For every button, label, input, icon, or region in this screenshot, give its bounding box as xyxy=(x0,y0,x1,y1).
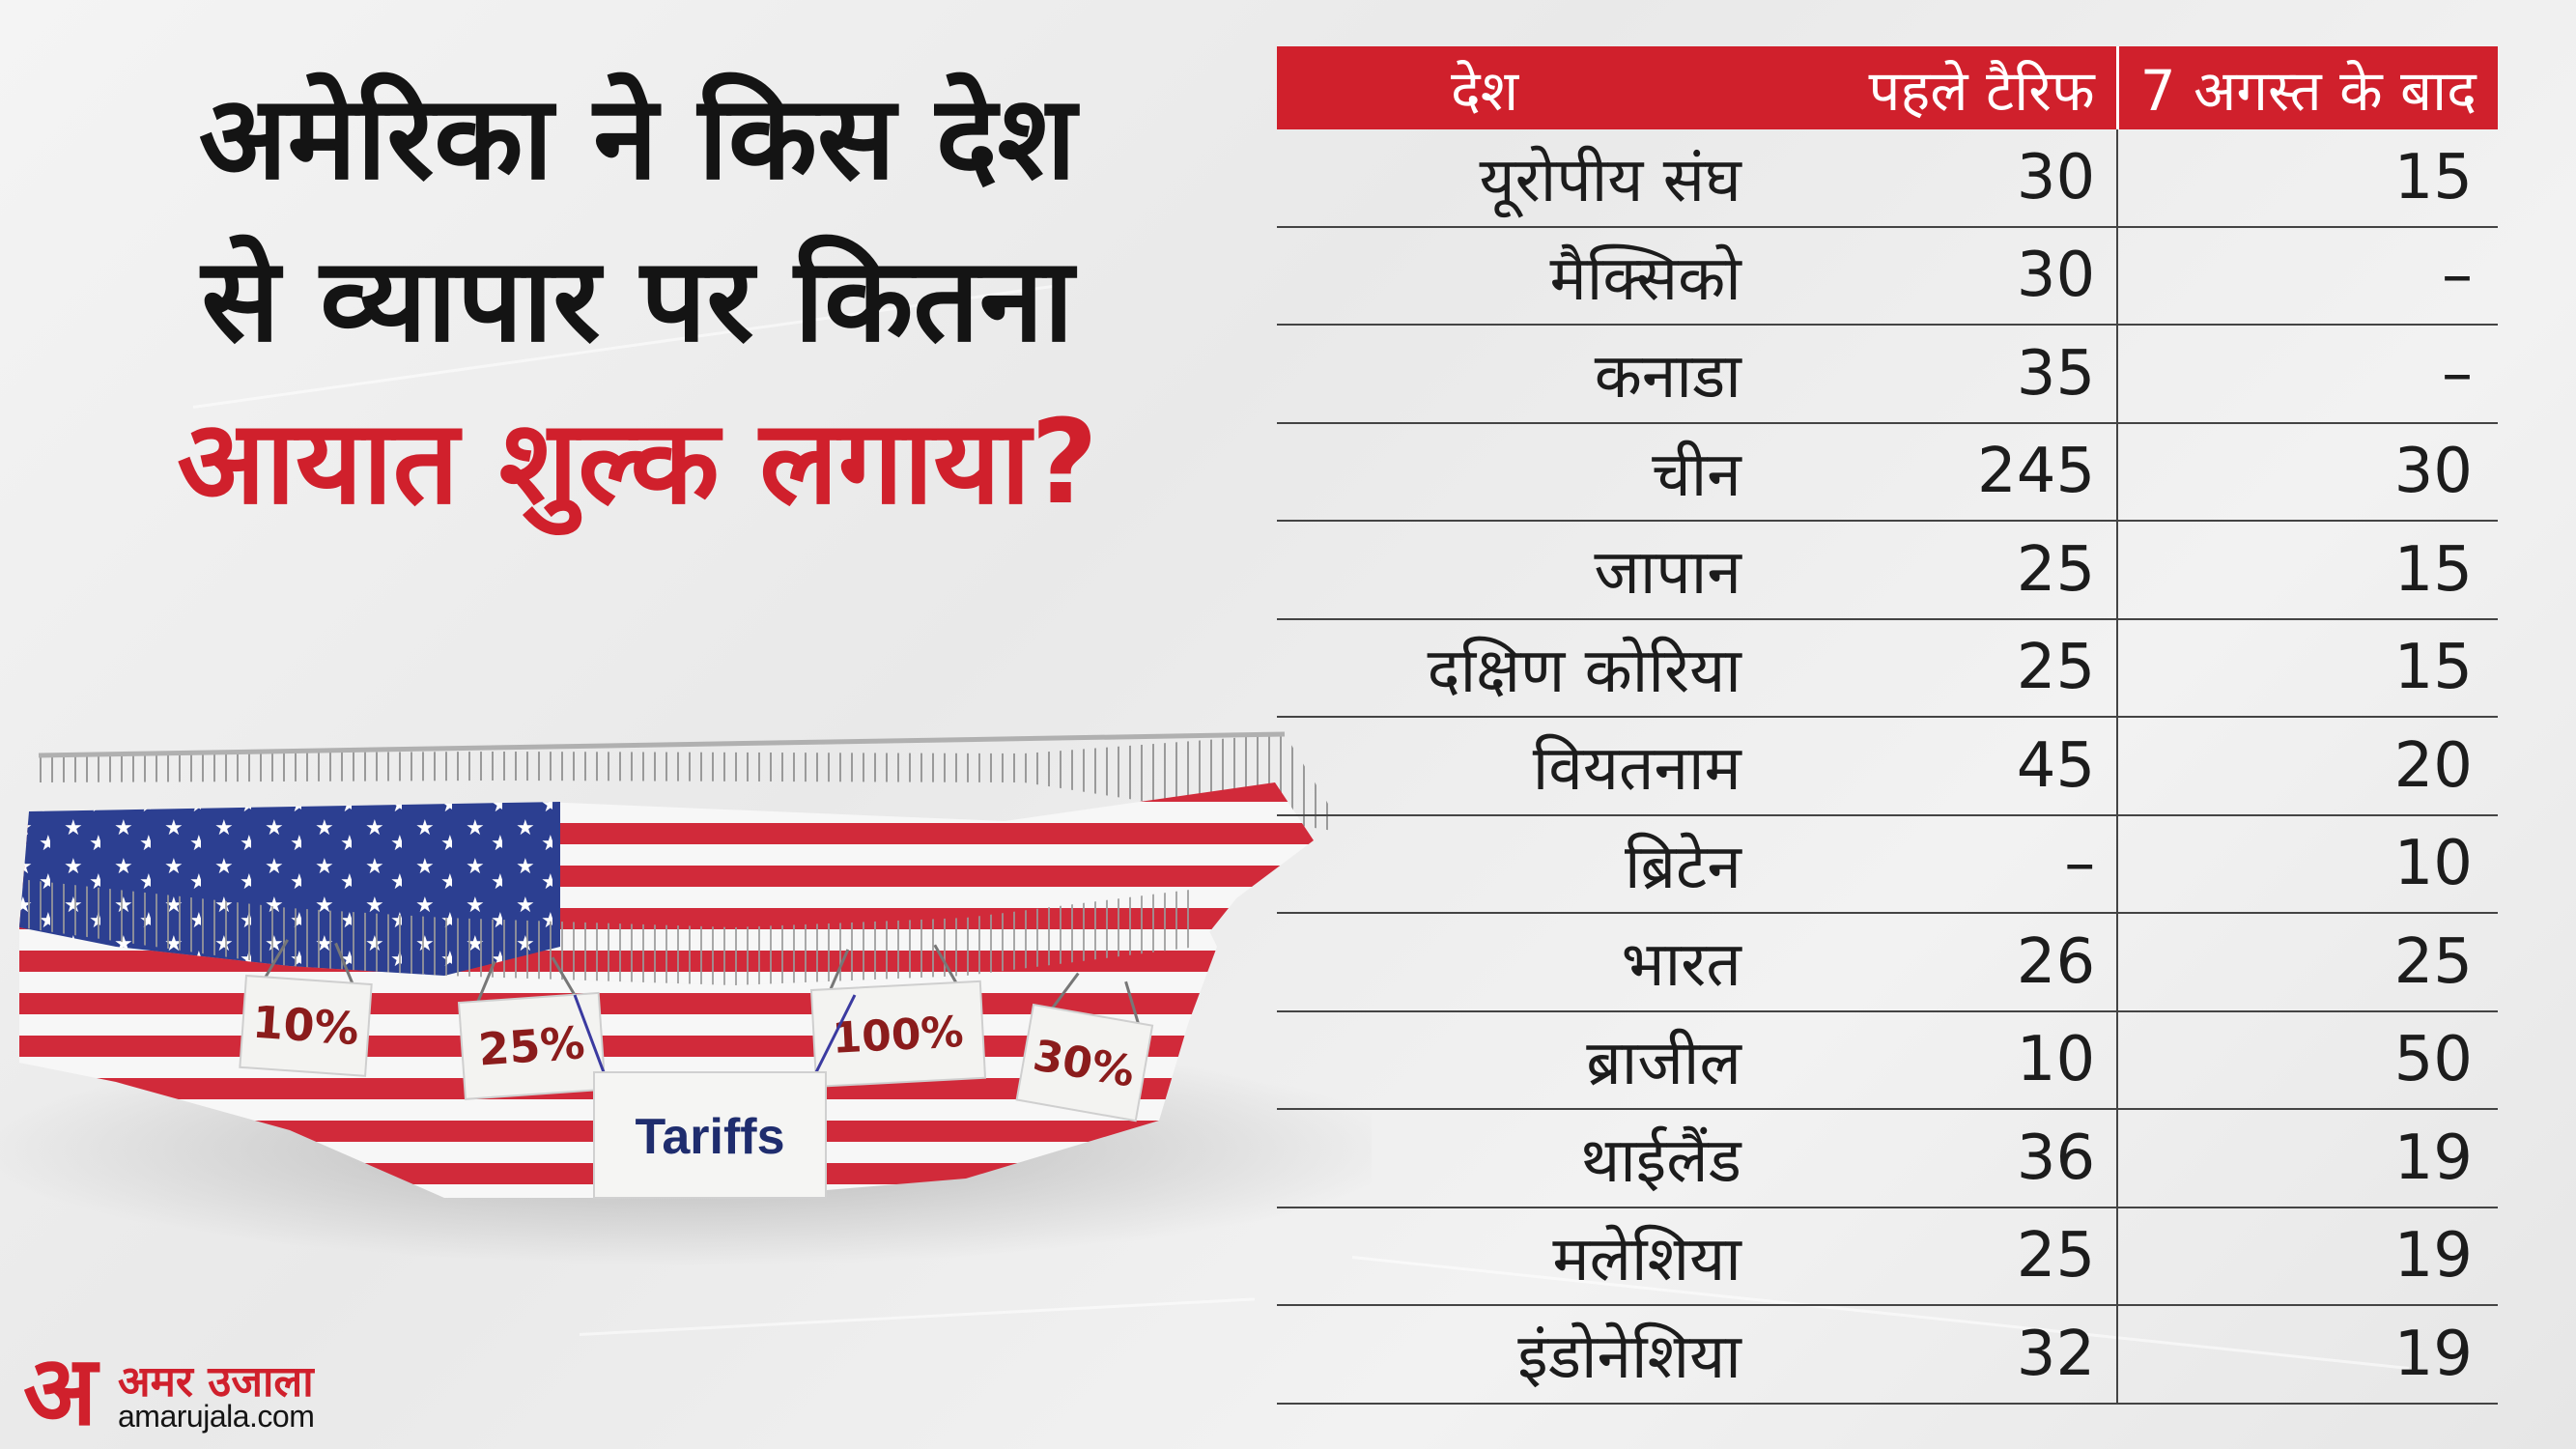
cell-country: वियतनाम xyxy=(1277,717,1763,816)
cell-country: मलेशिया xyxy=(1277,1207,1763,1306)
cell-country: ब्रिटेन xyxy=(1277,814,1763,914)
cell-before-tariff: 25 xyxy=(1762,1207,2119,1306)
sign-label-10: 10% xyxy=(251,996,361,1056)
cell-before-tariff: 26 xyxy=(1762,913,2119,1012)
sign-30: 30% xyxy=(1015,972,1154,1122)
cell-before-tariff: 45 xyxy=(1762,717,2119,816)
cell-after-tariff: 19 xyxy=(2117,1109,2498,1208)
cell-after-tariff: – xyxy=(2117,226,2498,326)
table-row: भारत 26 25 xyxy=(1277,913,2498,1012)
table-body: यूरोपीय संघ 30 15 मैक्सिको 30– कनाडा 35– चीन 245… xyxy=(1277,129,2498,1405)
brand-logo[interactable]: अ अमर उजाला amarujala.com xyxy=(23,1343,410,1439)
cell-country: थाईलैंड xyxy=(1277,1109,1763,1208)
table-row: यूरोपीय संघ 30 15 xyxy=(1277,129,2498,228)
paper-crease xyxy=(579,1297,1256,1336)
tariffs-sign: Tariffs xyxy=(573,994,857,1199)
cell-after-tariff: 15 xyxy=(2117,129,2498,228)
sign-10: 10% xyxy=(239,939,373,1077)
cell-country: दक्षिण कोरिया xyxy=(1277,618,1763,718)
cell-country: ब्राजील xyxy=(1277,1010,1763,1110)
headline: अमेरिका ने किस देश से व्यापार पर कितना आ… xyxy=(39,58,1236,545)
brand-name: अमर उजाला xyxy=(118,1357,314,1406)
table-row: मैक्सिको 30– xyxy=(1277,226,2498,326)
cell-before-tariff: – xyxy=(1762,814,2119,914)
cell-after-tariff: 25 xyxy=(2117,913,2498,1012)
cell-country: यूरोपीय संघ xyxy=(1277,129,1763,228)
front-fence xyxy=(19,879,1198,985)
sign-100: 100% xyxy=(809,944,987,1088)
cell-after-tariff: 19 xyxy=(2117,1207,2498,1306)
cell-after-tariff: 19 xyxy=(2117,1305,2498,1405)
table-row: कनाडा 35– xyxy=(1277,325,2498,424)
cell-before-tariff: 35 xyxy=(1762,325,2119,424)
cell-before-tariff: 30 xyxy=(1762,226,2119,326)
headline-line-1: अमेरिका ने किस देश xyxy=(198,71,1077,206)
table-row: थाईलैंड 36 19 xyxy=(1277,1109,2498,1208)
cell-before-tariff: 10 xyxy=(1762,1010,2119,1110)
cell-country: कनाडा xyxy=(1277,325,1763,424)
cell-before-tariff: 25 xyxy=(1762,618,2119,718)
cell-after-tariff: 15 xyxy=(2117,618,2498,718)
table-row: चीन 245 30 xyxy=(1277,422,2498,522)
sign-label-25: 25% xyxy=(477,1016,587,1076)
table-row: ब्रिटेन –10 xyxy=(1277,814,2498,914)
table-row: मलेशिया 25 19 xyxy=(1277,1207,2498,1306)
map-side xyxy=(19,889,1217,1198)
usa-tariff-illustration: ★ ★ 10% 25% 100% xyxy=(0,731,1372,1265)
cell-country: मैक्सिको xyxy=(1277,226,1763,326)
cell-after-tariff: 15 xyxy=(2117,521,2498,620)
header-after-aug7: 7 अगस्त के बाद xyxy=(2117,46,2498,129)
table-row: ब्राजील 10 50 xyxy=(1277,1010,2498,1110)
table-row: दक्षिण कोरिया 25 15 xyxy=(1277,618,2498,718)
back-fence xyxy=(39,734,1333,831)
header-country: देश xyxy=(1277,46,1763,129)
cell-after-tariff: 10 xyxy=(2117,814,2498,914)
cell-after-tariff: – xyxy=(2117,325,2498,424)
brand-mark: अ xyxy=(23,1334,98,1447)
cell-before-tariff: 245 xyxy=(1762,422,2119,522)
headline-line-3: आयात शुल्क लगाया? xyxy=(177,396,1098,530)
cell-before-tariff: 30 xyxy=(1762,129,2119,228)
cell-country: भारत xyxy=(1277,913,1763,1012)
tariffs-sign-label: Tariffs xyxy=(635,1109,784,1165)
cell-country: चीन xyxy=(1277,422,1763,522)
cell-before-tariff: 36 xyxy=(1762,1109,2119,1208)
sign-label-100: 100% xyxy=(831,1008,964,1064)
sign-25: 25% xyxy=(457,956,607,1100)
cell-after-tariff: 20 xyxy=(2117,717,2498,816)
table-row: इंडोनेशिया 32 19 xyxy=(1277,1305,2498,1405)
table-header-row: देश पहले टैरिफ 7 अगस्त के बाद xyxy=(1277,46,2498,129)
cell-before-tariff: 32 xyxy=(1762,1305,2119,1405)
cell-country: जापान xyxy=(1277,521,1763,620)
table-row: जापान 25 15 xyxy=(1277,521,2498,620)
brand-url: amarujala.com xyxy=(118,1399,315,1434)
header-before-tariff: पहले टैरिफ xyxy=(1762,46,2119,129)
headline-line-2: से व्यापार पर कितना xyxy=(201,234,1074,368)
cell-before-tariff: 25 xyxy=(1762,521,2119,620)
cell-after-tariff: 50 xyxy=(2117,1010,2498,1110)
cell-country: इंडोनेशिया xyxy=(1277,1305,1763,1405)
tariff-table: देश पहले टैरिफ 7 अगस्त के बाद यूरोपीय सं… xyxy=(1277,46,2498,1405)
table-row: वियतनाम 45 20 xyxy=(1277,717,2498,816)
cell-after-tariff: 30 xyxy=(2117,422,2498,522)
